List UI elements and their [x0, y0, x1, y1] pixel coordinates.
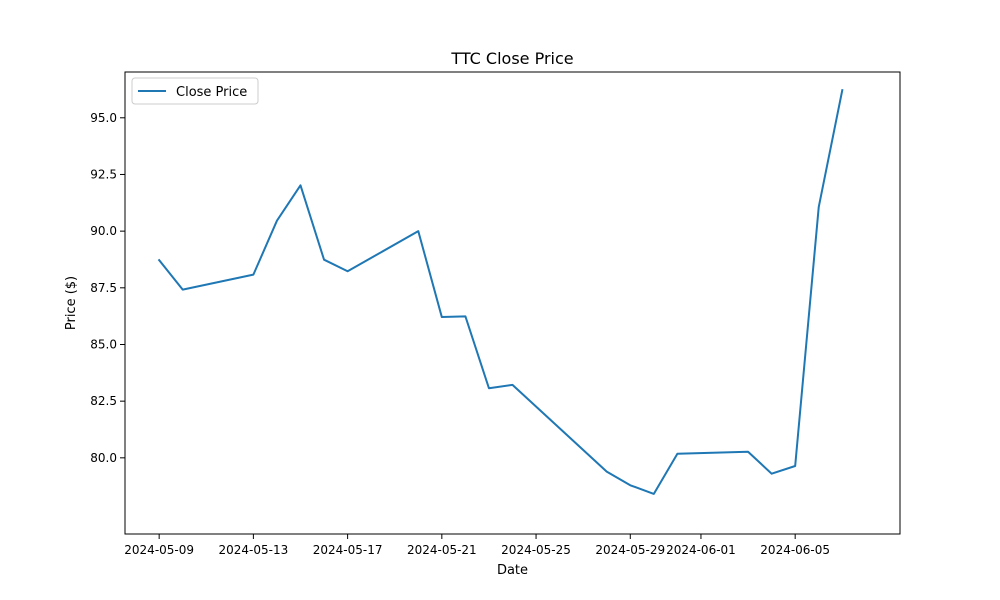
y-tick-label: 82.5 [90, 394, 117, 408]
legend: Close Price [131, 77, 259, 105]
y-tick-label: 80.0 [90, 451, 117, 465]
y-axis-label: Price ($) [64, 276, 79, 330]
x-tick-label: 2024-05-29 [595, 543, 665, 557]
x-tick-label: 2024-05-13 [219, 543, 289, 557]
x-tick-label: 2024-06-01 [666, 543, 736, 557]
x-tick-label: 2024-05-17 [313, 543, 383, 557]
x-tick-label: 2024-06-05 [760, 543, 830, 557]
y-tick-label: 95.0 [90, 111, 117, 125]
y-tick-label: 90.0 [90, 224, 117, 238]
plot-area: 2024-05-09 2024-05-13 2024-05-17 2024-05-21… [90, 88, 844, 557]
x-tick-label: 2024-05-09 [124, 543, 194, 557]
legend-label: Close Price [176, 85, 247, 100]
y-tick-label: 92.5 [90, 167, 117, 181]
y-tick-label: 85.0 [90, 337, 117, 351]
chart-title: TTC Close Price [450, 49, 573, 68]
x-tick-label: 2024-05-25 [501, 543, 571, 557]
x-tick-label: 2024-05-21 [407, 543, 477, 557]
y-tick-label: 87.5 [90, 281, 117, 295]
legend-box [131, 77, 259, 105]
axes-frame [124, 71, 901, 535]
x-axis-label: Date [497, 563, 528, 578]
